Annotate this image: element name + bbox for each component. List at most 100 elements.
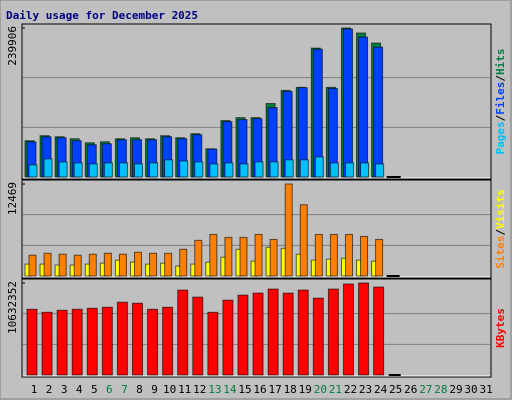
bar: [358, 282, 370, 376]
x-tick-label: 21: [329, 383, 342, 396]
x-tick-label: 26: [404, 383, 417, 396]
x-tick-label: 20: [314, 383, 327, 396]
legend-entry: Sites: [494, 236, 507, 269]
bar: [267, 288, 279, 376]
bar: [239, 236, 248, 277]
bar: [375, 163, 385, 178]
bar: [177, 289, 189, 376]
bar: [375, 238, 384, 277]
bar: [103, 252, 112, 277]
bar: [390, 176, 401, 178]
bar: [312, 297, 324, 376]
bar: [164, 159, 174, 178]
bar: [314, 233, 323, 277]
bar: [299, 204, 308, 277]
bar: [224, 162, 234, 178]
bar: [28, 254, 37, 277]
legend-separator: /: [494, 114, 507, 121]
x-tick-label: 14: [223, 383, 237, 396]
bar: [86, 307, 98, 376]
bar: [147, 308, 159, 376]
legend: Pages/Files/Hits: [494, 49, 507, 155]
x-tick-label: 10: [163, 383, 176, 396]
bar: [237, 294, 249, 376]
bar: [299, 159, 309, 178]
bar: [209, 163, 219, 178]
bar: [358, 36, 369, 178]
bar: [26, 308, 38, 376]
x-tick-label: 6: [106, 383, 113, 396]
bar: [373, 46, 384, 178]
bar: [390, 275, 400, 277]
y-tick-label: 12469: [6, 182, 19, 215]
bar: [162, 306, 174, 376]
bar: [73, 162, 83, 178]
x-tick-label: 8: [136, 383, 143, 396]
bar: [101, 306, 113, 376]
bar: [88, 163, 98, 178]
x-tick-label: 31: [479, 383, 492, 396]
bar: [116, 301, 128, 376]
bar: [179, 160, 189, 178]
bar: [342, 28, 353, 178]
x-tick-label: 17: [268, 383, 281, 396]
x-tick-label: 28: [434, 383, 447, 396]
x-tick-label: 29: [449, 383, 462, 396]
x-tick-label: 22: [344, 383, 357, 396]
legend-separator: /: [494, 229, 507, 236]
x-tick-label: 11: [178, 383, 191, 396]
x-tick-label: 5: [91, 383, 98, 396]
bar: [254, 233, 263, 277]
x-tick-label: 27: [419, 383, 432, 396]
legend-entry: Files: [494, 82, 507, 115]
legend-entry: Hits: [494, 49, 507, 76]
bar: [71, 308, 83, 376]
bar: [269, 161, 279, 178]
y-tick-label: 239906: [6, 26, 19, 66]
bar: [329, 233, 338, 277]
x-tick-label: 13: [208, 383, 221, 396]
x-tick-label: 1: [31, 383, 38, 396]
bar: [297, 289, 309, 376]
bar: [254, 161, 264, 178]
bar: [164, 252, 173, 277]
x-tick-label: 3: [61, 383, 68, 396]
legend-separator: /: [494, 75, 507, 82]
legend: Sites/Visits: [494, 189, 507, 269]
x-tick-label: 18: [284, 383, 297, 396]
bar: [224, 236, 233, 277]
bar: [222, 299, 234, 376]
bar: [118, 162, 128, 178]
bar: [179, 248, 188, 277]
bar: [56, 309, 68, 376]
bar: [41, 311, 53, 376]
bar: [133, 251, 142, 277]
x-tick-label: 30: [464, 383, 477, 396]
chart-title: Daily usage for December 2025: [6, 9, 198, 22]
legend-entry: KBytes: [494, 308, 507, 348]
bar: [282, 292, 294, 376]
bar: [284, 159, 294, 178]
bar: [58, 161, 68, 178]
bar: [149, 252, 158, 277]
bar: [360, 235, 369, 277]
legend: KBytes: [494, 308, 507, 348]
bar: [344, 233, 353, 277]
legend-entry: Visits: [494, 189, 507, 229]
bar: [118, 253, 127, 277]
bar: [103, 162, 113, 178]
x-tick-label: 7: [121, 383, 128, 396]
bar: [327, 288, 339, 376]
x-tick-label: 9: [151, 383, 158, 396]
bar: [58, 253, 67, 277]
bar: [43, 158, 53, 178]
bar: [194, 239, 203, 277]
bar: [342, 283, 354, 376]
bar: [344, 162, 354, 178]
legend-entry: Pages: [494, 121, 507, 154]
x-tick-label: 19: [299, 383, 312, 396]
bar: [239, 163, 249, 178]
bar: [329, 162, 339, 178]
bar: [43, 252, 52, 277]
bar: [207, 311, 219, 376]
